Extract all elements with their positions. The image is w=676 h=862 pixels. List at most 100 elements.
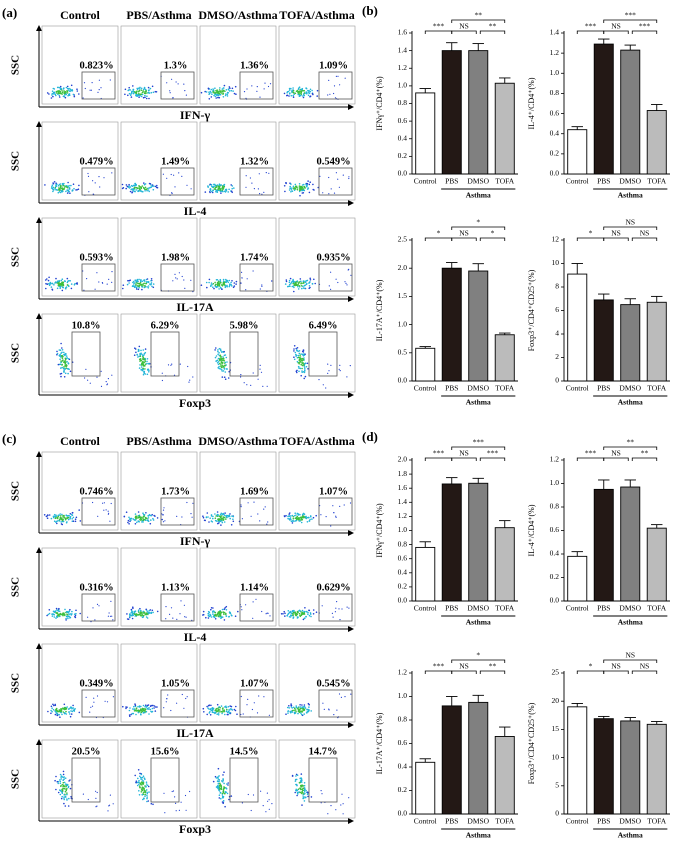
event-dot [150, 283, 152, 286]
event-dot [132, 712, 135, 715]
y-tick-label: 0.4 [398, 568, 408, 577]
event-dot [243, 382, 245, 384]
event-dot [224, 361, 227, 364]
event-dot [290, 704, 292, 707]
event-dot [46, 514, 49, 516]
event-dot [325, 387, 327, 389]
event-dot [224, 90, 226, 93]
event-dot [295, 514, 297, 516]
event-dot [141, 521, 143, 523]
event-dot [74, 708, 76, 710]
event-dot [57, 184, 60, 187]
event-dot [262, 805, 264, 807]
event-dot [217, 786, 220, 788]
marker-label: IL-4 [184, 630, 207, 644]
event-dot [64, 790, 67, 793]
event-dot [226, 285, 228, 287]
x-tick-label: DMSO [619, 604, 641, 613]
event-dot [58, 520, 61, 522]
event-dot [214, 513, 216, 515]
event-dot [97, 515, 99, 517]
group-label: Asthma [618, 618, 643, 627]
event-dot [141, 612, 143, 615]
event-dot [307, 611, 309, 614]
significance-label: ** [489, 22, 497, 31]
event-dot [135, 713, 137, 716]
event-dot [132, 88, 135, 91]
event-dot [202, 516, 205, 519]
event-dot [335, 607, 337, 609]
event-dot [47, 279, 50, 282]
marker-label: Foxp3 [179, 396, 211, 410]
event-dot [67, 518, 70, 521]
event-dot [259, 364, 261, 366]
event-dot [284, 615, 286, 617]
event-dot [59, 85, 62, 88]
event-dot [311, 518, 313, 520]
x-tick-label: PBS [445, 817, 458, 826]
event-dot [144, 790, 146, 792]
event-dot [65, 514, 68, 517]
event-dot [220, 368, 223, 371]
event-dot [229, 705, 231, 707]
y-tick-label: 1.0 [550, 478, 560, 487]
event-dot [217, 281, 219, 284]
event-dot [302, 709, 304, 711]
event-dot [216, 89, 218, 91]
arrow-head [36, 313, 42, 319]
event-dot [63, 369, 65, 372]
event-dot [245, 289, 247, 291]
event-dot [332, 505, 334, 507]
event-dot [235, 283, 237, 285]
event-dot [64, 805, 67, 807]
event-dot [133, 611, 136, 614]
event-dot [306, 362, 309, 365]
event-dot [303, 789, 306, 792]
event-dot [131, 611, 134, 613]
event-dot [290, 183, 292, 185]
event-dot [215, 614, 217, 616]
event-dot [245, 604, 247, 606]
y-tick-label: 0 [555, 376, 559, 385]
event-dot [299, 354, 301, 357]
event-dot [297, 513, 299, 515]
event-dot [162, 514, 164, 516]
event-dot [63, 798, 65, 801]
y-tick-label: 0.6 [550, 108, 560, 117]
event-dot [94, 619, 96, 621]
significance-label: NS [611, 229, 621, 238]
event-dot [78, 711, 81, 714]
event-dot [57, 520, 59, 522]
event-dot [58, 710, 61, 713]
event-dot [132, 607, 134, 609]
event-dot [303, 284, 306, 287]
event-dot [300, 353, 302, 355]
event-dot [219, 709, 221, 711]
bar [468, 701, 489, 815]
event-dot [52, 708, 55, 711]
event-dot [148, 610, 150, 612]
event-dot [269, 615, 271, 617]
event-dot [142, 365, 145, 367]
event-dot [299, 615, 302, 618]
event-dot [132, 613, 134, 615]
event-dot [142, 356, 144, 359]
bar [593, 488, 614, 602]
plot-frame [120, 739, 198, 819]
event-dot [264, 506, 266, 508]
significance-label: NS [625, 651, 635, 660]
event-dot [143, 86, 146, 89]
event-dot [145, 512, 147, 514]
event-dot [140, 349, 142, 352]
event-dot [241, 271, 243, 273]
event-dot [64, 361, 67, 364]
event-dot [162, 509, 165, 511]
event-dot [55, 94, 57, 97]
event-dot [68, 184, 70, 187]
event-dot [53, 93, 55, 95]
event-dot [141, 185, 144, 187]
event-dot [54, 187, 56, 190]
event-dot [48, 609, 51, 611]
event-dot [228, 284, 231, 287]
x-tick-label: PBS [445, 177, 458, 186]
